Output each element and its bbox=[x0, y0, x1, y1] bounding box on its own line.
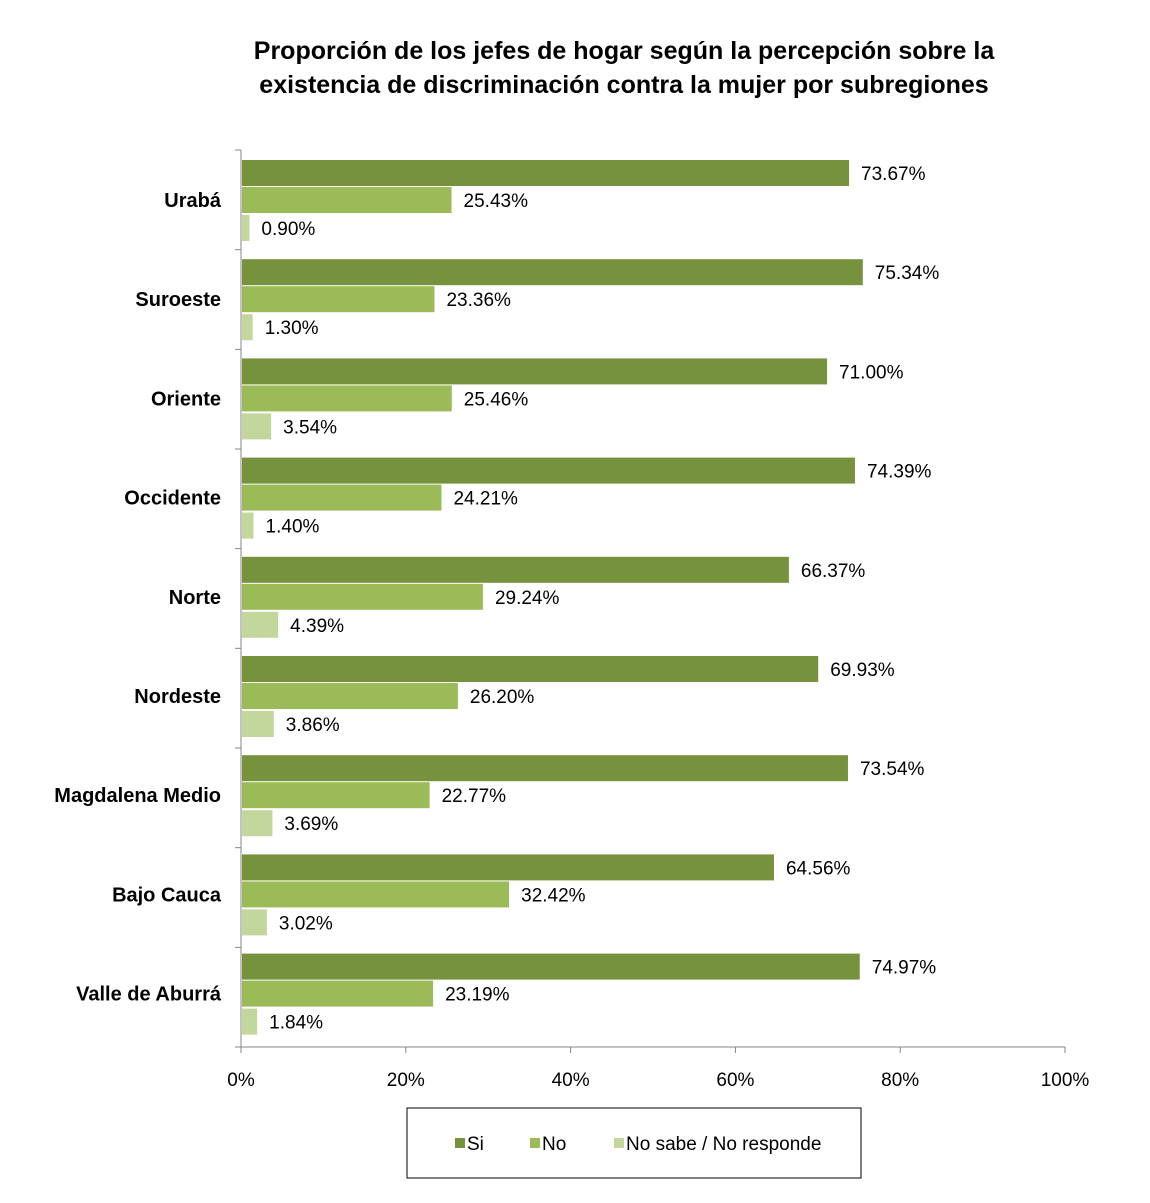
data-label: 22.77% bbox=[442, 786, 507, 807]
bar-si bbox=[242, 953, 860, 980]
bar-no-sabe bbox=[242, 215, 250, 241]
data-label: 73.54% bbox=[860, 759, 925, 780]
bar-no bbox=[242, 583, 483, 610]
category-label: Occidente bbox=[124, 488, 221, 510]
x-tick-label: 100% bbox=[1041, 1070, 1090, 1091]
data-label: 23.19% bbox=[445, 985, 510, 1006]
chart-data-labels: 73.67% 75.34% 71.00% 74.39% 66.37% 69.93% 73.5… bbox=[261, 164, 939, 1034]
category-label: Urabá bbox=[164, 190, 222, 212]
data-label: 0.90% bbox=[261, 219, 315, 240]
bar-no-sabe bbox=[242, 314, 253, 341]
bar-si bbox=[242, 556, 789, 583]
data-label: 32.42% bbox=[521, 885, 586, 906]
data-label: 23.36% bbox=[446, 290, 511, 311]
data-label: 26.20% bbox=[470, 687, 535, 708]
data-label: 3.86% bbox=[286, 715, 340, 736]
data-label: 64.56% bbox=[786, 858, 851, 879]
bar-no-sabe bbox=[242, 909, 267, 936]
x-tick-label: 0% bbox=[227, 1070, 255, 1091]
data-label: 3.02% bbox=[279, 913, 333, 934]
bar-no-sabe bbox=[242, 711, 274, 737]
x-tick-label: 60% bbox=[716, 1070, 754, 1091]
legend-label: Si bbox=[467, 1134, 484, 1155]
chart-title-line: existencia de discriminación contra la m… bbox=[259, 71, 988, 99]
category-label: Norte bbox=[169, 587, 221, 609]
bar-no-sabe bbox=[242, 810, 273, 837]
bar-no bbox=[242, 484, 442, 511]
legend-label: No bbox=[542, 1134, 566, 1155]
bar-si bbox=[242, 656, 819, 682]
data-label: 71.00% bbox=[839, 362, 904, 383]
x-tick-label: 20% bbox=[387, 1070, 425, 1091]
bar-no-sabe bbox=[242, 1008, 258, 1035]
bar-no bbox=[242, 385, 452, 412]
category-label: Oriente bbox=[151, 388, 221, 410]
bar-si bbox=[242, 854, 774, 881]
category-label: Nordeste bbox=[134, 686, 221, 708]
chart-legend: Si No No sabe / No responde bbox=[406, 1107, 862, 1179]
bar-no-sabe bbox=[242, 611, 279, 638]
data-label: 73.67% bbox=[861, 164, 926, 185]
legend-box bbox=[406, 1107, 862, 1179]
category-label: Valle de Aburrá bbox=[76, 984, 222, 1006]
category-label: Suroeste bbox=[135, 289, 221, 311]
bar-si bbox=[242, 358, 828, 385]
chart-title-line: Proporción de los jefes de hogar según l… bbox=[254, 37, 996, 65]
data-label: 66.37% bbox=[801, 561, 866, 582]
chart-title: Proporción de los jefes de hogar según l… bbox=[254, 37, 996, 99]
data-label: 25.43% bbox=[464, 191, 529, 212]
data-label: 74.39% bbox=[867, 462, 932, 483]
data-label: 1.84% bbox=[269, 1013, 323, 1034]
legend-label: No sabe / No responde bbox=[626, 1134, 821, 1155]
bar-si bbox=[242, 755, 848, 782]
category-label: Magdalena Medio bbox=[54, 785, 221, 807]
bar-si bbox=[242, 259, 863, 286]
bar-no bbox=[242, 683, 458, 709]
bar-no-sabe bbox=[242, 413, 272, 440]
x-tick-label: 40% bbox=[552, 1070, 590, 1091]
data-label: 24.21% bbox=[453, 489, 518, 510]
data-label: 74.97% bbox=[872, 958, 937, 979]
bar-no bbox=[242, 881, 510, 908]
bar-si bbox=[242, 160, 850, 186]
bar-si bbox=[242, 457, 855, 484]
bar-no bbox=[242, 286, 435, 313]
data-label: 3.69% bbox=[284, 814, 338, 835]
bar-no-sabe bbox=[242, 512, 254, 539]
chart-bars bbox=[242, 160, 863, 1035]
data-label: 4.39% bbox=[290, 616, 344, 637]
chart-axes: 0% 20% 40% 60% 80% 100% Urabá Suroeste Oriente Oc… bbox=[54, 149, 1090, 1091]
data-label: 75.34% bbox=[875, 263, 940, 284]
data-label: 69.93% bbox=[830, 660, 895, 681]
legend-swatch bbox=[530, 1138, 540, 1148]
category-label: Bajo Cauca bbox=[112, 884, 222, 906]
legend-swatch bbox=[455, 1138, 465, 1148]
bar-no bbox=[242, 980, 434, 1007]
data-label: 1.40% bbox=[266, 517, 320, 538]
data-label: 1.30% bbox=[265, 318, 319, 339]
legend-swatch bbox=[614, 1138, 624, 1148]
data-label: 29.24% bbox=[495, 588, 560, 609]
bar-no bbox=[242, 187, 452, 213]
x-tick-label: 80% bbox=[881, 1070, 919, 1091]
data-label: 3.54% bbox=[283, 417, 337, 438]
bar-no bbox=[242, 782, 430, 809]
data-label: 25.46% bbox=[464, 389, 529, 410]
